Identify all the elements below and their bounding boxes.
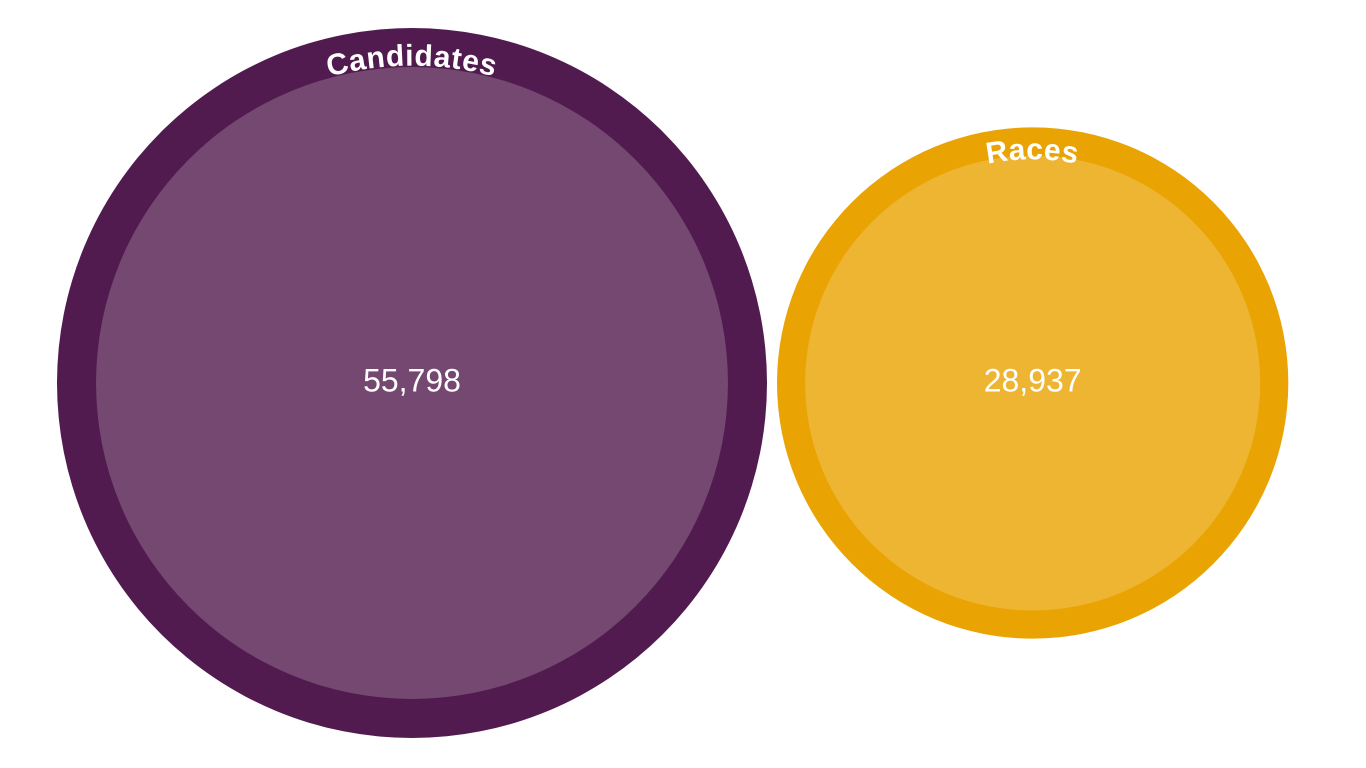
bubble-value-label: 55,798 bbox=[363, 362, 461, 398]
bubble-name-label: Races bbox=[984, 133, 1082, 170]
bubble-races: Races 28,937 bbox=[777, 127, 1289, 639]
bubble-inner-disc bbox=[96, 67, 728, 699]
bubble-inner-disc bbox=[805, 155, 1261, 611]
bubble-value-label: 28,937 bbox=[984, 362, 1082, 398]
